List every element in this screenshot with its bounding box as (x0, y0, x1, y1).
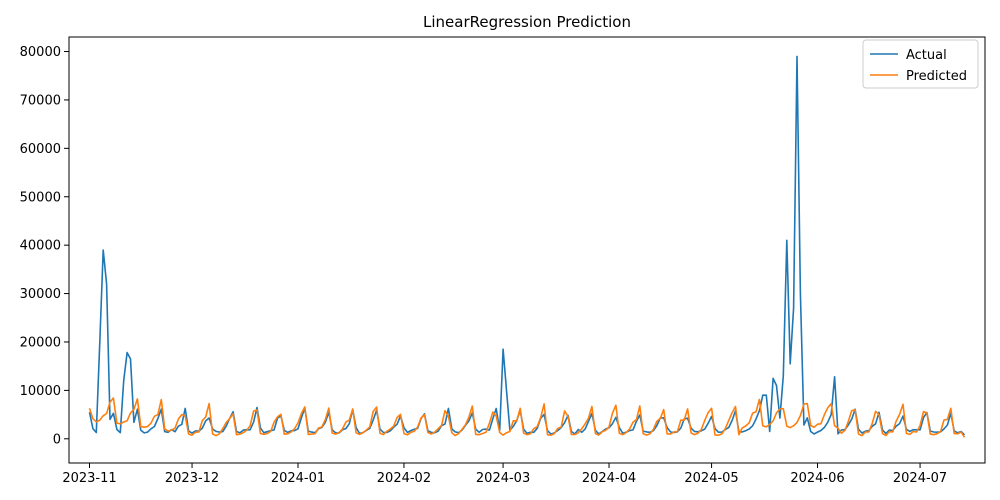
y-tick-label: 40000 (20, 239, 61, 254)
y-tick-label: 80000 (20, 45, 61, 60)
x-tick-label: 2023-12 (165, 471, 219, 486)
y-tick-label: 30000 (20, 287, 61, 302)
x-tick-label: 2024-01 (271, 471, 325, 486)
chart-title: LinearRegression Prediction (423, 13, 631, 31)
y-tick-label: 10000 (20, 384, 61, 399)
y-axis: 0 10000 20000 30000 40000 50000 60000 70000 8000… (20, 45, 69, 447)
legend-label-predicted: Predicted (906, 69, 967, 84)
plot-area (88, 55, 966, 438)
x-tick-label: 2024-07 (893, 471, 947, 486)
x-tick-label: 2024-02 (377, 471, 431, 486)
legend: Actual Predicted (862, 39, 979, 89)
x-tick-label: 2024-03 (476, 471, 530, 486)
x-axis: 2023-11 2023-12 2024-01 2024-02 2024-03 2024-… (62, 463, 947, 486)
y-tick-label: 50000 (20, 190, 61, 205)
x-tick-label: 2024-05 (684, 471, 738, 486)
legend-label-actual: Actual (906, 48, 947, 63)
series-line-predicted (88, 397, 966, 438)
x-tick-label: 2024-04 (582, 471, 636, 486)
plot-frame (68, 36, 986, 464)
y-tick-label: 20000 (20, 335, 61, 350)
y-tick-label: 0 (53, 432, 61, 447)
legend-box (862, 39, 979, 89)
y-tick-label: 70000 (20, 93, 61, 108)
x-tick-label: 2023-11 (62, 471, 116, 486)
y-tick-label: 60000 (20, 142, 61, 157)
x-tick-label: 2024-06 (790, 471, 844, 486)
